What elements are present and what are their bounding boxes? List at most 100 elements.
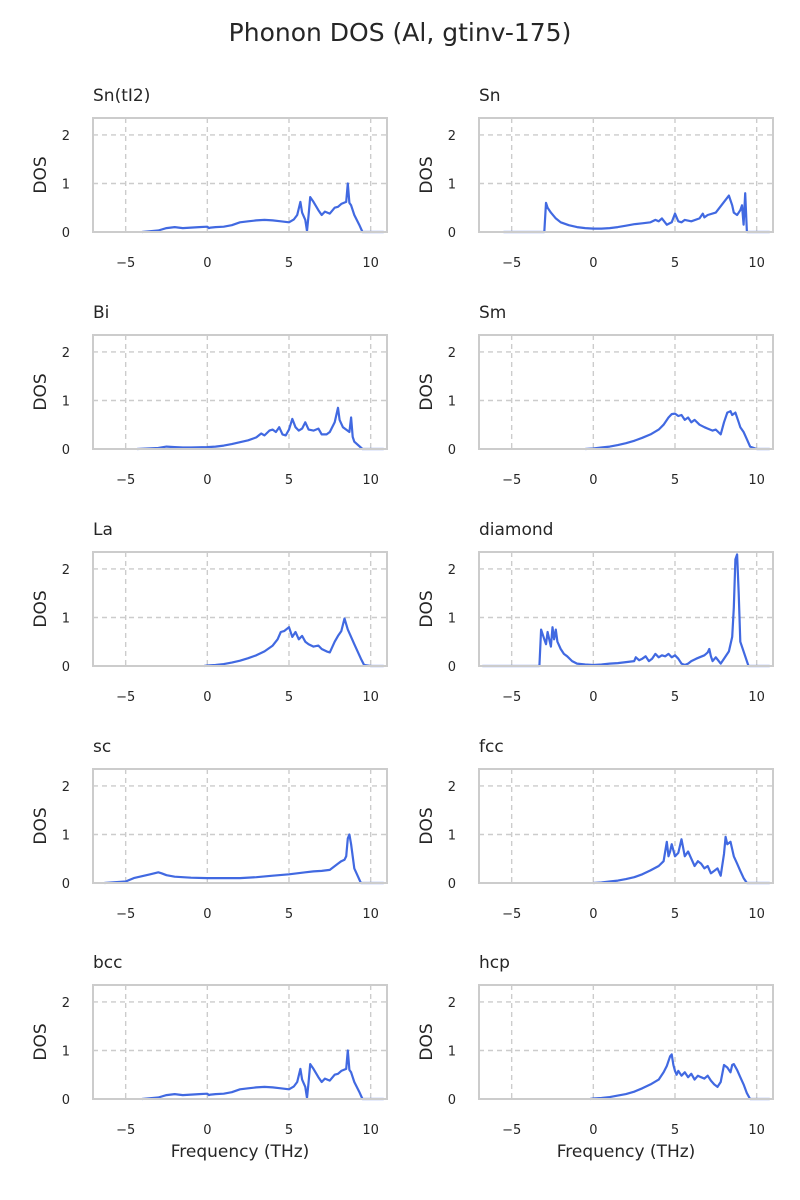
y-axis-label: DOS (417, 807, 437, 844)
x-tick-label: 0 (203, 907, 211, 922)
y-tick-label: 2 (62, 996, 70, 1011)
y-axis-label: DOS (31, 156, 51, 193)
panel-title: bcc (93, 953, 122, 973)
panel-title: Sn(tI2) (93, 86, 150, 106)
panel-title: hcp (479, 953, 510, 973)
x-tick-label: 5 (285, 1123, 293, 1138)
panel-title: Sm (479, 303, 506, 323)
y-axis-label: DOS (31, 807, 51, 844)
y-tick-label: 2 (62, 129, 70, 144)
y-tick-label: 2 (448, 996, 456, 1011)
x-tick-label: 0 (203, 256, 211, 271)
x-tick-label: 5 (671, 907, 679, 922)
x-tick-label: −5 (116, 473, 135, 488)
y-tick-label: 2 (448, 129, 456, 144)
x-tick-label: 10 (748, 1123, 765, 1138)
y-axis-label: DOS (417, 590, 437, 627)
y-axis-label: DOS (417, 1023, 437, 1060)
y-tick-label: 0 (62, 226, 70, 241)
y-tick-label: 0 (448, 660, 456, 675)
x-tick-label: 5 (285, 690, 293, 705)
x-tick-label: 10 (748, 907, 765, 922)
dos-line-Bi (137, 406, 384, 451)
x-axis-label: Frequency (THz) (557, 1142, 696, 1162)
y-tick-label: 1 (448, 1044, 456, 1059)
dos-line-Sn(tI2) (141, 182, 384, 234)
y-tick-label: 0 (448, 443, 456, 458)
y-tick-label: 1 (62, 1044, 70, 1059)
x-tick-label: −5 (502, 907, 521, 922)
y-tick-label: 1 (62, 394, 70, 409)
panel-hcp: hcp −5 0 5 10 0 1 2 DOS Frequency (THz) (417, 953, 774, 1162)
plot-frame (92, 984, 388, 1100)
y-axis-label: DOS (417, 156, 437, 193)
y-tick-label: 1 (448, 394, 456, 409)
x-tick-label: 10 (748, 690, 765, 705)
y-tick-label: 2 (62, 346, 70, 361)
panel-title: Sn (479, 86, 501, 106)
x-tick-label: −5 (116, 690, 135, 705)
y-tick-label: 0 (448, 877, 456, 892)
panel-sc: sc −5 0 5 10 0 1 2 DOS (31, 737, 388, 922)
x-tick-label: 0 (203, 473, 211, 488)
x-tick-label: 5 (285, 907, 293, 922)
dos-line-fcc (593, 835, 770, 885)
dos-line-Sn (503, 192, 770, 234)
x-tick-label: 5 (671, 690, 679, 705)
y-tick-label: 2 (448, 780, 456, 795)
x-tick-label: 10 (748, 473, 765, 488)
panel-diamond: diamond −5 0 5 10 0 1 2 DOS (417, 520, 774, 705)
y-tick-label: 1 (62, 828, 70, 843)
x-tick-label: −5 (502, 1123, 521, 1138)
panel-Sm: Sm −5 0 5 10 0 1 2 DOS (417, 303, 774, 488)
y-axis-label: DOS (31, 373, 51, 410)
x-axis-label: Frequency (THz) (171, 1142, 310, 1162)
x-tick-label: 0 (589, 1123, 597, 1138)
y-tick-label: 0 (448, 1093, 456, 1108)
x-tick-label: −5 (502, 256, 521, 271)
x-tick-label: 0 (589, 907, 597, 922)
panel-title: fcc (479, 737, 504, 757)
dos-line-Sm (585, 410, 770, 451)
y-axis-label: DOS (31, 1023, 51, 1060)
plot-frame (92, 768, 388, 884)
plot-frame (478, 768, 774, 884)
panel-title: diamond (479, 520, 553, 540)
dos-line-sc (104, 833, 384, 885)
x-tick-label: 0 (589, 256, 597, 271)
x-tick-label: 0 (589, 690, 597, 705)
dos-line-bcc (141, 1049, 384, 1101)
x-tick-label: 0 (203, 690, 211, 705)
panel-title: sc (93, 737, 111, 757)
y-tick-label: 0 (62, 660, 70, 675)
y-tick-label: 0 (62, 1093, 70, 1108)
plot-frame (92, 334, 388, 450)
x-tick-label: 5 (285, 473, 293, 488)
y-tick-label: 2 (62, 780, 70, 795)
x-tick-label: 10 (362, 473, 379, 488)
figure-title: Phonon DOS (Al, gtinv-175) (228, 18, 572, 47)
plot-frame (92, 117, 388, 233)
y-tick-label: 2 (448, 563, 456, 578)
plot-frame (478, 984, 774, 1100)
x-tick-label: 5 (671, 473, 679, 488)
x-tick-label: 5 (285, 256, 293, 271)
y-tick-label: 0 (62, 877, 70, 892)
y-tick-label: 0 (448, 226, 456, 241)
y-tick-label: 1 (62, 177, 70, 192)
dos-line-hcp (589, 1053, 770, 1101)
x-tick-label: −5 (502, 473, 521, 488)
x-tick-label: 0 (589, 473, 597, 488)
x-tick-label: −5 (116, 256, 135, 271)
y-axis-label: DOS (31, 590, 51, 627)
dos-line-diamond (482, 553, 770, 668)
plot-frame (478, 551, 774, 667)
y-tick-label: 1 (448, 828, 456, 843)
panel-Bi: Bi −5 0 5 10 0 1 2 DOS (31, 303, 388, 488)
y-tick-label: 1 (448, 611, 456, 626)
plot-frame (92, 551, 388, 667)
x-tick-label: 5 (671, 256, 679, 271)
y-axis-label: DOS (417, 373, 437, 410)
x-tick-label: 0 (203, 1123, 211, 1138)
